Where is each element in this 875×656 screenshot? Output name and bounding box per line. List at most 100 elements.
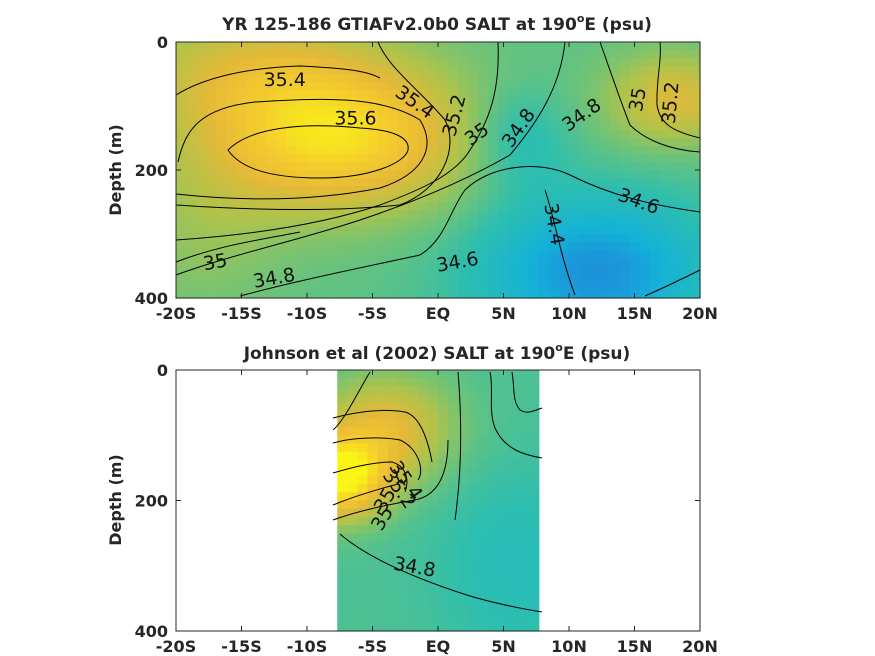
field-cell xyxy=(508,66,520,75)
field-cell xyxy=(387,218,399,227)
field-cell xyxy=(206,154,217,163)
field-cell xyxy=(286,122,298,131)
field-cell xyxy=(689,66,701,75)
field-cell xyxy=(579,186,590,195)
field-cell xyxy=(508,614,520,624)
field-cell xyxy=(639,282,651,291)
field-cell xyxy=(417,90,429,99)
field-cell xyxy=(679,50,691,59)
field-cell xyxy=(337,451,348,461)
field-cell xyxy=(609,290,620,299)
field-cell xyxy=(377,533,389,542)
field-cell xyxy=(538,138,550,147)
field-cell xyxy=(367,557,379,567)
field-cell xyxy=(458,541,469,551)
field-cell xyxy=(669,218,681,227)
field-cell xyxy=(468,622,479,632)
field-cell xyxy=(337,218,348,227)
field-cell xyxy=(276,250,288,259)
field-cell xyxy=(357,250,369,259)
field-cell xyxy=(427,98,439,107)
field-cell xyxy=(448,557,459,567)
field-cell xyxy=(387,598,399,608)
field-cell xyxy=(518,138,530,147)
field-cell xyxy=(407,266,419,275)
field-cell xyxy=(377,170,389,179)
field-cell xyxy=(276,122,288,131)
field-cell xyxy=(186,186,197,195)
field-cell xyxy=(518,218,530,227)
field-cell xyxy=(357,42,369,51)
contour-34-4 xyxy=(544,189,576,296)
field-cell xyxy=(407,533,419,542)
field-cell xyxy=(679,290,691,299)
field-cell xyxy=(367,258,379,267)
field-cell xyxy=(649,138,661,147)
field-cell xyxy=(689,170,701,179)
field-cell xyxy=(196,74,207,83)
contour-35-4-b xyxy=(332,461,408,493)
y-tick-label: 400 xyxy=(135,289,168,308)
field-cell xyxy=(276,210,288,219)
field-cell xyxy=(296,74,308,83)
field-cell xyxy=(488,266,500,275)
field-cell xyxy=(407,484,419,493)
field-cell xyxy=(427,218,439,227)
field-cell xyxy=(498,82,510,91)
field-cell xyxy=(569,234,580,243)
field-cell xyxy=(478,386,489,396)
field-cell xyxy=(498,114,510,123)
field-cell xyxy=(679,202,691,211)
field-cell xyxy=(569,42,580,51)
field-cell xyxy=(176,226,187,235)
field-cell xyxy=(629,186,641,195)
field-cell xyxy=(236,242,248,251)
field-cell xyxy=(377,226,389,235)
field-cell xyxy=(639,122,651,131)
field-cell xyxy=(317,210,328,219)
field-cell xyxy=(468,598,479,608)
field-cell xyxy=(498,516,510,526)
field-cell xyxy=(488,606,500,616)
field-cell xyxy=(438,622,449,632)
field-cell xyxy=(468,42,479,51)
field-cell xyxy=(498,418,510,428)
field-cell xyxy=(478,549,489,559)
top-contour-lines xyxy=(175,41,701,297)
field-cell xyxy=(679,218,691,227)
field-cell xyxy=(438,370,449,379)
field-cell xyxy=(468,427,479,436)
field-cell xyxy=(458,573,469,583)
field-cell xyxy=(256,282,268,291)
field-cell xyxy=(367,492,379,502)
field-cell xyxy=(498,106,510,115)
field-cell xyxy=(367,194,379,203)
field-cell xyxy=(438,443,449,453)
field-cell xyxy=(347,378,358,387)
field-cell xyxy=(266,250,278,259)
field-cell xyxy=(307,146,318,155)
field-cell xyxy=(498,50,510,59)
field-cell xyxy=(579,234,590,243)
field-cell xyxy=(689,138,701,147)
field-cell xyxy=(397,516,409,526)
field-cell xyxy=(327,178,338,187)
field-cell xyxy=(357,435,369,445)
field-cell xyxy=(679,106,691,115)
field-cell xyxy=(397,427,409,436)
field-cell xyxy=(619,282,631,291)
field-cell xyxy=(488,242,500,251)
field-cell xyxy=(619,218,631,227)
field-cell xyxy=(286,42,298,51)
field-cell xyxy=(518,258,530,267)
field-cell xyxy=(427,484,439,493)
field-cell xyxy=(357,194,369,203)
field-cell xyxy=(639,194,651,203)
field-cell xyxy=(387,467,399,477)
field-cell xyxy=(206,106,217,115)
field-cell xyxy=(317,234,328,243)
field-cell xyxy=(468,50,479,59)
field-cell xyxy=(296,146,308,155)
field-cell xyxy=(649,242,661,251)
field-cell xyxy=(317,66,328,75)
